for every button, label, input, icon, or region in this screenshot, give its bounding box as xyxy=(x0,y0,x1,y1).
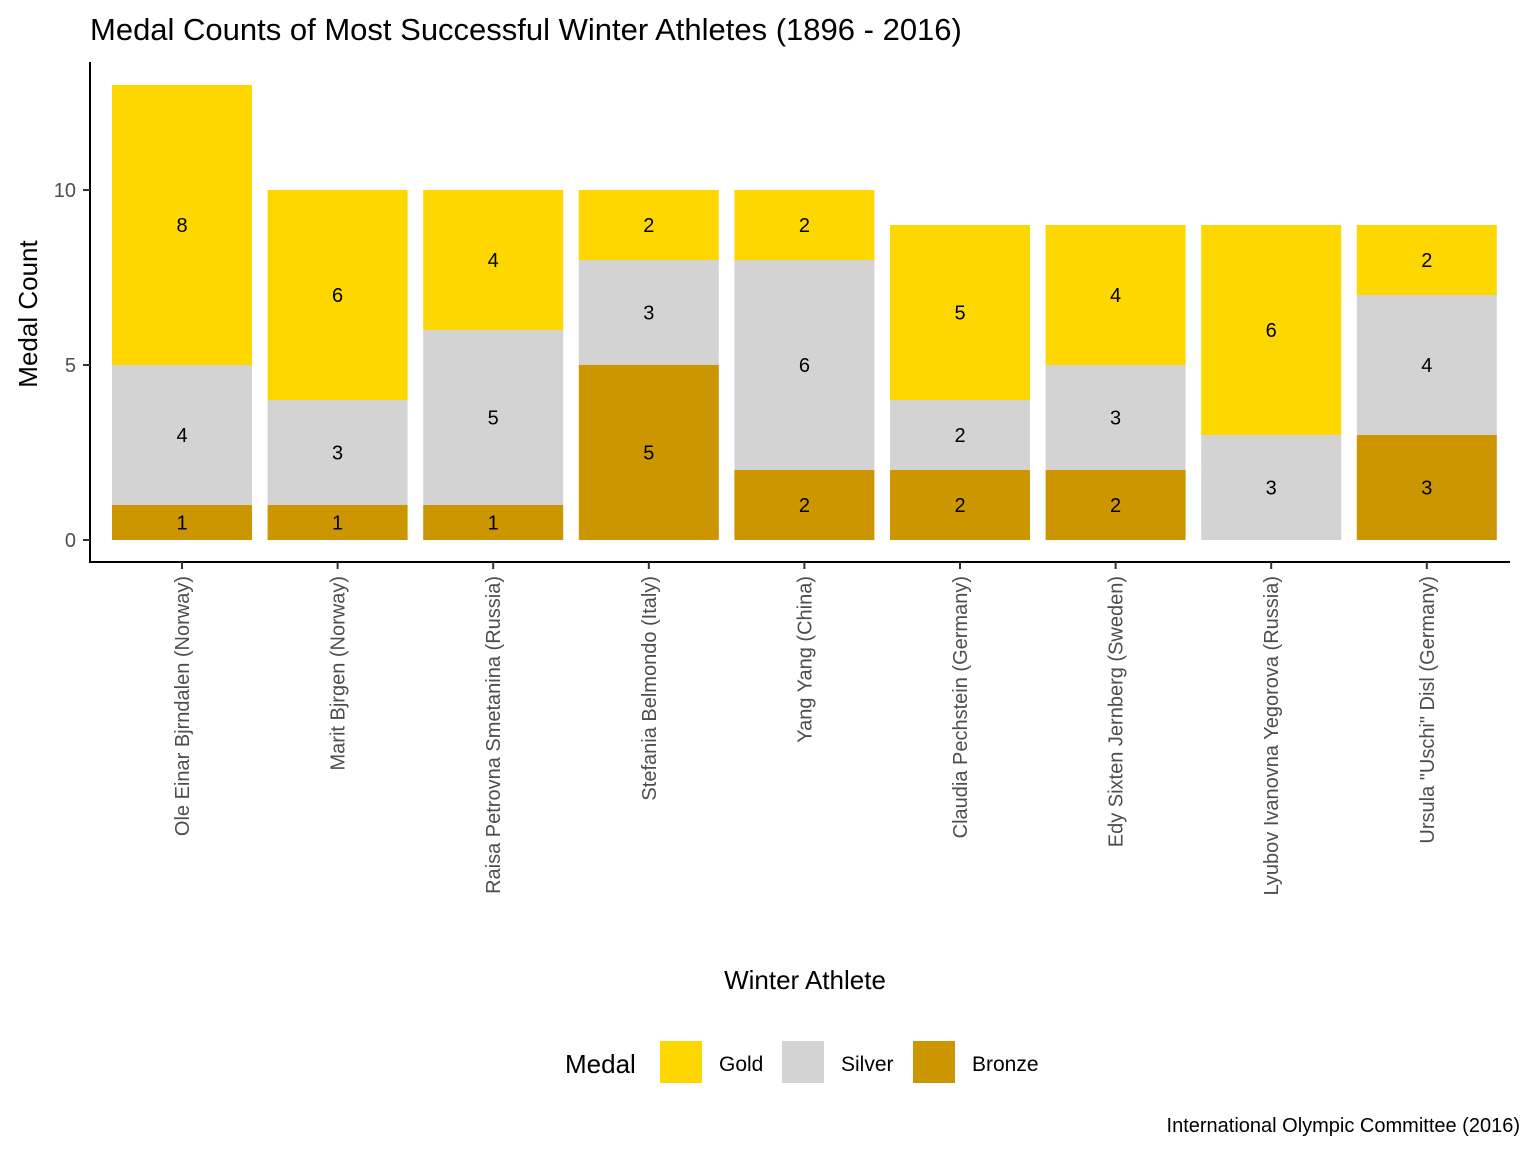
bar-label-bronze-3: 5 xyxy=(643,443,654,465)
bar-bronze-4 xyxy=(734,470,875,540)
bar-label-bronze-0: 1 xyxy=(176,513,187,535)
bar-label-bronze-6: 2 xyxy=(1110,495,1121,517)
y-tick-label-0: 0 xyxy=(65,530,76,552)
chart-caption: International Olympic Committee (2016) xyxy=(1167,1115,1520,1137)
bar-bronze-0 xyxy=(112,505,252,540)
legend-key-silver xyxy=(782,1041,824,1083)
x-tick-label-1: Marit Bjrgen (Norway) xyxy=(328,576,350,770)
bar-label-gold-6: 4 xyxy=(1110,285,1121,307)
legend-label-silver: Silver xyxy=(841,1053,894,1076)
legend-key-bronze xyxy=(913,1041,955,1083)
bar-label-silver-6: 3 xyxy=(1110,408,1121,430)
bar-gold-6 xyxy=(1045,225,1186,365)
bar-gold-4 xyxy=(734,190,875,260)
legend-title: Medal xyxy=(565,1049,636,1079)
y-tick-label-10: 10 xyxy=(54,180,76,202)
x-axis-title: Winter Athlete xyxy=(724,965,886,995)
x-axis-ticks: Ole Einar Bjrndalen (Norway) Marit Bjrgen… xyxy=(172,562,1439,895)
legend: Medal Gold Silver Bronze xyxy=(565,1041,1039,1083)
bar-silver-3 xyxy=(578,260,719,365)
bar-label-gold-5: 5 xyxy=(954,303,965,325)
bar-label-silver-1: 3 xyxy=(332,443,343,465)
bar-label-bronze-5: 2 xyxy=(954,495,965,517)
bar-label-bronze-2: 1 xyxy=(488,513,499,535)
bar-gold-7 xyxy=(1201,225,1342,435)
bar-label-gold-0: 8 xyxy=(176,215,187,237)
y-axis-title: Medal Count xyxy=(13,240,43,388)
y-tick-label-5: 5 xyxy=(65,355,76,377)
bar-label-silver-3: 3 xyxy=(643,303,654,325)
bar-silver-7 xyxy=(1201,435,1342,540)
legend-key-gold xyxy=(660,1041,702,1083)
bar-silver-2 xyxy=(423,330,564,505)
bar-label-silver-7: 3 xyxy=(1266,478,1277,500)
chart-title: Medal Counts of Most Successful Winter A… xyxy=(90,12,962,47)
bar-label-gold-3: 2 xyxy=(643,215,654,237)
bar-label-gold-7: 6 xyxy=(1266,320,1277,342)
bar-bronze-5 xyxy=(890,470,1030,540)
bar-bronze-2 xyxy=(423,505,564,540)
x-tick-label-4: Yang Yang (China) xyxy=(794,576,816,743)
bar-label-gold-8: 2 xyxy=(1421,250,1432,272)
x-tick-label-3: Stefania Belmondo (Italy) xyxy=(639,576,661,801)
bar-silver-1 xyxy=(267,400,408,505)
bar-gold-0 xyxy=(112,85,252,365)
bar-bronze-1 xyxy=(267,505,408,540)
bar-gold-3 xyxy=(578,190,719,260)
bar-bronze-8 xyxy=(1356,435,1497,540)
bar-silver-5 xyxy=(890,400,1030,470)
x-tick-label-2: Raisa Petrovna Smetanina (Russia) xyxy=(483,576,505,894)
bar-label-bronze-8: 3 xyxy=(1421,478,1432,500)
x-tick-label-7: Lyubov Ivanovna Yegorova (Russia) xyxy=(1261,576,1283,895)
bar-label-silver-5: 2 xyxy=(954,425,965,447)
x-tick-label-5: Claudia Pechstein (Germany) xyxy=(950,576,972,838)
bar-gold-5 xyxy=(890,225,1030,400)
legend-label-gold: Gold xyxy=(719,1053,763,1076)
bar-label-gold-4: 2 xyxy=(799,215,810,237)
bar-gold-2 xyxy=(423,190,564,330)
bar-gold-1 xyxy=(267,190,408,400)
y-axis-ticks: 0 5 10 xyxy=(54,180,90,552)
bar-label-gold-2: 4 xyxy=(488,250,499,272)
bar-gold-8 xyxy=(1356,225,1497,295)
bar-silver-6 xyxy=(1045,365,1186,470)
bar-label-silver-4: 6 xyxy=(799,355,810,377)
bar-label-bronze-4: 2 xyxy=(799,495,810,517)
bar-label-silver-8: 4 xyxy=(1421,355,1432,377)
x-tick-label-6: Edy Sixten Jernberg (Sweden) xyxy=(1106,576,1128,847)
bar-bronze-6 xyxy=(1045,470,1186,540)
bar-label-silver-0: 4 xyxy=(176,425,187,447)
legend-label-bronze: Bronze xyxy=(972,1053,1039,1076)
x-tick-label-0: Ole Einar Bjrndalen (Norway) xyxy=(172,576,194,836)
bar-label-silver-2: 5 xyxy=(488,408,499,430)
bars xyxy=(112,85,1497,540)
bar-silver-8 xyxy=(1356,295,1497,435)
bar-labels: 1 4 8 1 3 6 1 5 4 5 3 2 2 6 2 2 2 5 2 3 4 3 6 3 4 2 xyxy=(176,215,1432,535)
bar-silver-0 xyxy=(112,365,252,505)
bar-bronze-3 xyxy=(578,365,719,540)
bar-label-gold-1: 6 xyxy=(332,285,343,307)
x-tick-label-8: Ursula "Uschi" Disl (Germany) xyxy=(1417,576,1439,844)
bar-label-bronze-1: 1 xyxy=(332,513,343,535)
bar-silver-4 xyxy=(734,260,875,470)
